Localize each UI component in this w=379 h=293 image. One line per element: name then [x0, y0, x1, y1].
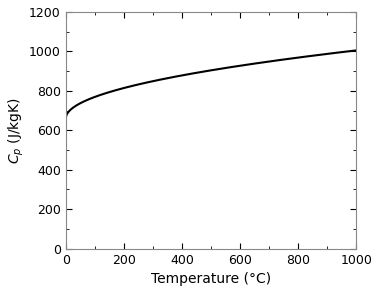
- Y-axis label: $C_p$ (J/kgK): $C_p$ (J/kgK): [7, 97, 26, 164]
- X-axis label: Temperature (°C): Temperature (°C): [151, 272, 271, 286]
